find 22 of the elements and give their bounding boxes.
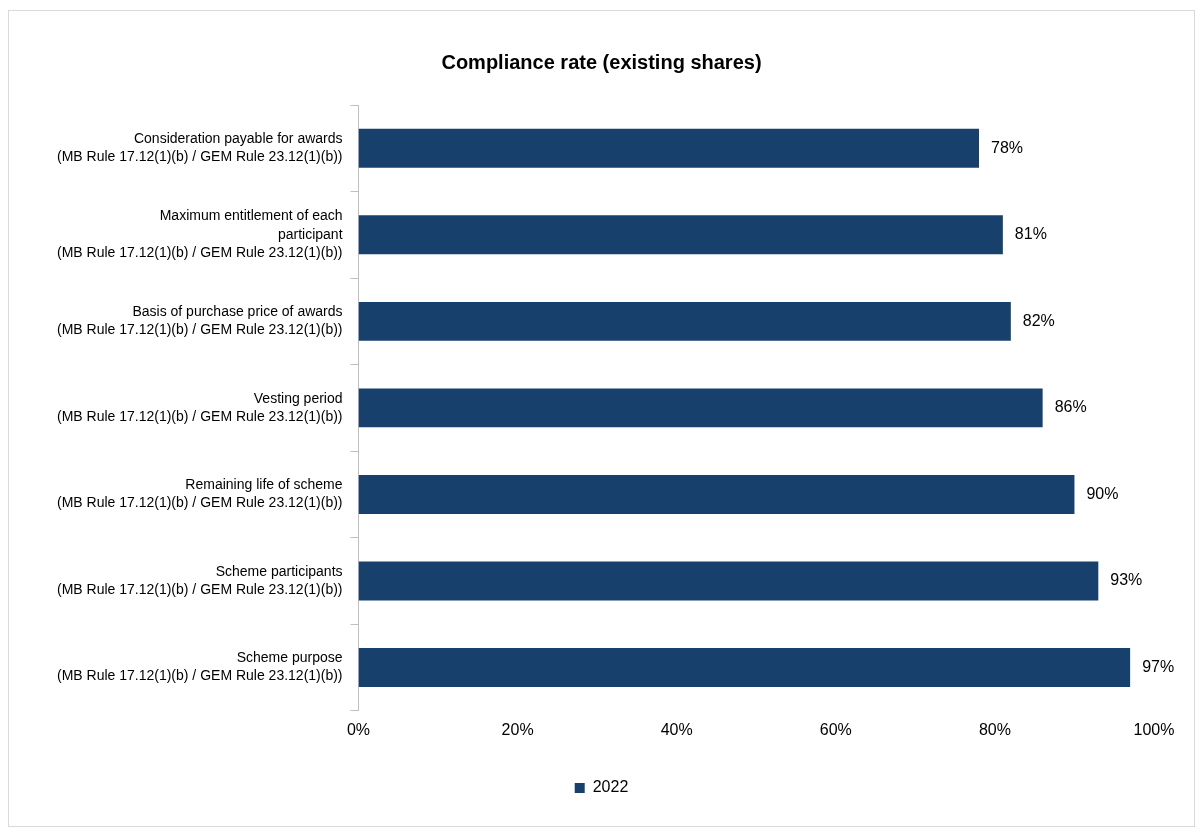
data-label: 90%: [1086, 484, 1119, 502]
y-tick-label: Scheme participants (MB Rule 17.12(1)(b) / GEM Rule 23.12(1)(b)): [56, 562, 343, 597]
data-label: 86%: [1054, 398, 1087, 416]
y-tick-label: Scheme purpose (MB Rule 17.12(1)(b) / GEM Rule 23.12(1)(b)): [56, 649, 343, 684]
y-tick-label: Basis of purchase price of awards (MB Rule 17.12(1)(b) / GEM Rule 23.12(1)(b)): [56, 303, 343, 338]
data-label: 93%: [1110, 571, 1143, 589]
x-tick-label: 80%: [978, 720, 1011, 738]
data-label: 78%: [991, 138, 1024, 156]
data-label: 81%: [1014, 225, 1047, 243]
y-tick-label: Vesting period (MB Rule 17.12(1)(b) / GEM Rule 23.12(1)(b)): [56, 389, 343, 424]
x-tick-label: 40%: [660, 720, 693, 738]
x-tick-label: 100%: [1133, 720, 1175, 738]
data-label: 82%: [1022, 311, 1055, 329]
x-tick-label: 20%: [501, 720, 534, 738]
x-tick-label: 60%: [819, 720, 852, 738]
y-tick-label: Consideration payable for awards (MB Rule 17.12(1)(b) / GEM Rule 23.12(1)(b)): [56, 130, 343, 165]
x-tick-label: 0%: [346, 720, 371, 738]
chart-title: Compliance rate (existing shares): [441, 50, 762, 73]
y-tick-label: Maximum entitlement of each participant (MB Rule 17.12(1)(b) / GEM Rule 23.12(1)(b)): [56, 207, 343, 260]
legend-label: 2022: [592, 778, 629, 796]
y-tick-label: Remaining life of scheme (MB Rule 17.12(1)(b) / GEM Rule 23.12(1)(b)): [56, 476, 343, 511]
data-label: 97%: [1142, 657, 1175, 675]
